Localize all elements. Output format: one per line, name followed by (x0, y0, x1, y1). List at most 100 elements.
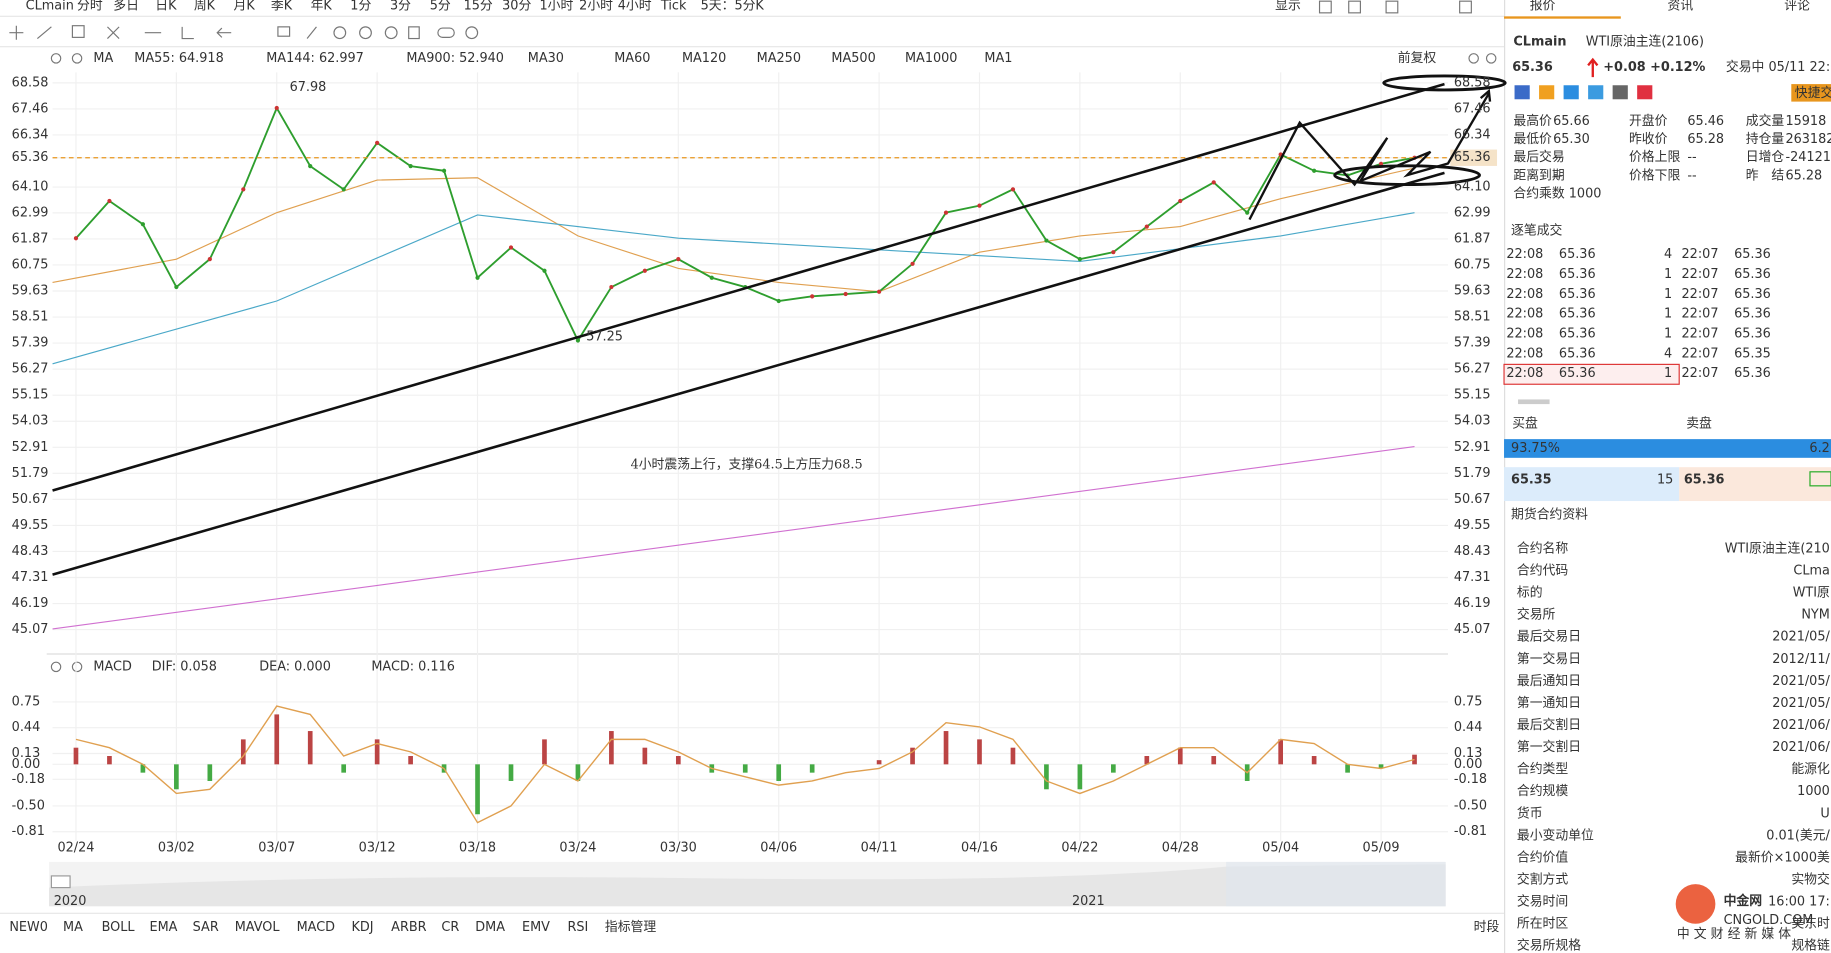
y-tick-label: 45.07 (1454, 622, 1491, 637)
period-tab[interactable]: 15分 (464, 0, 493, 13)
info-value: 最新价×1000美 (1735, 849, 1830, 865)
price-point (107, 198, 112, 204)
y-tick-label: 65.36 (12, 150, 49, 165)
y-tick-label: 55.15 (12, 388, 49, 403)
indicator-tab[interactable]: CR (441, 920, 459, 935)
indicator-faint: MA30 (528, 51, 564, 66)
period-tab[interactable]: 1小时 (539, 0, 573, 13)
trade-cell: 65.35 (1734, 346, 1771, 361)
trade-cell: 22:08 (1506, 366, 1543, 381)
y-tick-label: 56.27 (12, 362, 49, 377)
icon (107, 26, 120, 39)
icon (1348, 0, 1361, 14)
y-tick-label: 52.91 (1454, 440, 1491, 455)
panel-tab[interactable]: 资讯 (1668, 0, 1694, 13)
period-tab[interactable]: 多日 (113, 0, 139, 13)
flags (1514, 85, 1653, 100)
icon (9, 25, 24, 40)
macd-bar (1177, 747, 1183, 765)
macd-bar (274, 714, 280, 765)
y-tick-label: 57.39 (12, 336, 49, 351)
flag (1514, 85, 1530, 100)
period-tab[interactable]: 2小时 (579, 0, 613, 13)
period-tab[interactable]: 5天：5分K (701, 0, 765, 13)
indicator-value: MA144: 62.997 (266, 51, 364, 66)
timeline-label: 2020 (54, 894, 87, 909)
buy-ratio: 93.75% (1511, 441, 1560, 456)
macd-bar (374, 739, 380, 765)
bid-size: 15 (1657, 473, 1673, 488)
indicator-tab[interactable]: ARBR (391, 920, 426, 935)
y-tick-label: 52.91 (12, 440, 49, 455)
x-tick-label: 02/24 (57, 840, 94, 855)
trade-highlight (1503, 363, 1680, 385)
panel-tab[interactable]: 报价 (1530, 0, 1556, 13)
period-tab[interactable]: Tick (660, 0, 687, 13)
y-tick-label: -0.50 (1454, 798, 1487, 813)
period-tab[interactable]: 1分 (350, 0, 371, 13)
indicator-tab[interactable]: DMA (475, 920, 505, 935)
period-tab[interactable]: 分时 (77, 0, 103, 13)
info-label: 最后交割日 (1517, 717, 1581, 733)
high-label: 67.98 (290, 80, 327, 95)
icon (71, 25, 85, 38)
icon (1318, 0, 1332, 14)
info-label: 交易时间 (1517, 894, 1568, 910)
trade-cell: 22:07 (1682, 287, 1719, 302)
indicator-faint: MA1 (984, 51, 1012, 66)
period-tab[interactable]: 3分 (390, 0, 411, 13)
stat-label: 持仓量 (1746, 132, 1785, 147)
price-point (73, 236, 79, 241)
flag (1563, 85, 1579, 100)
period-tab[interactable]: 月K (234, 0, 256, 13)
y-tick-label: 0.00 (1454, 757, 1483, 772)
indicator-tab[interactable]: BOLL (102, 920, 136, 935)
ask-bg (1679, 467, 1831, 502)
y-tick-label: 47.31 (1454, 570, 1491, 585)
indicator-tab[interactable]: NEW0 (9, 920, 48, 935)
price-point (1178, 198, 1183, 204)
y-tick-label: 50.67 (12, 492, 49, 507)
info-value: NYM (1801, 608, 1829, 623)
info-label: 第一通知日 (1517, 696, 1581, 711)
y-tick-label: 0.75 (12, 694, 41, 709)
period-tab[interactable]: 年K (311, 0, 333, 13)
y-tick-label: 57.39 (1454, 336, 1491, 351)
indicator-tab[interactable]: MACD (297, 920, 336, 935)
period-tab[interactable]: 30分 (502, 0, 531, 13)
indicator-tab[interactable]: MAVOL (235, 920, 281, 935)
stat-value: 15918 (1785, 114, 1826, 129)
indicator-tab[interactable]: MA (63, 920, 83, 935)
quick-button[interactable] (1791, 84, 1831, 102)
indicator-value: DIF: 0.058 (152, 659, 217, 674)
icon (1468, 53, 1479, 64)
indicator-tab[interactable]: KDJ (351, 920, 373, 935)
display: 显示 (1275, 0, 1301, 13)
indicator-tab[interactable]: EMV (522, 920, 550, 935)
panel-tab[interactable]: 评论 (1784, 0, 1810, 13)
tab-underline (1504, 16, 1621, 19)
price-point (843, 291, 848, 297)
period-button[interactable]: 时段 (1474, 920, 1500, 935)
code: CLmain (1513, 35, 1566, 50)
price: 65.36 (1512, 60, 1553, 75)
indicator: MACD (93, 659, 132, 674)
indicator-tab[interactable]: SAR (193, 920, 219, 935)
icon (408, 26, 420, 40)
price-point (1010, 187, 1016, 192)
period-tab[interactable]: 周K (194, 0, 216, 13)
trade-cell: 65.36 (1559, 267, 1596, 282)
indicator-tab[interactable]: 指标管理 (605, 920, 656, 935)
period-tab[interactable]: 4小时 (618, 0, 652, 13)
period-tab[interactable]: 5分 (430, 0, 451, 13)
indicator-tab[interactable]: EMA (149, 920, 177, 935)
x-tick-label: 04/28 (1162, 840, 1199, 855)
icon (359, 26, 372, 40)
trade-cell: 22:08 (1506, 327, 1543, 342)
info-label: 最后交易日 (1517, 629, 1581, 645)
stat-value: -- (1687, 150, 1696, 165)
stat-value: 65.28 (1687, 132, 1724, 147)
period-tab[interactable]: 日K (155, 0, 177, 13)
indicator-tab[interactable]: RSI (568, 920, 589, 935)
period-tab[interactable]: 季K (271, 0, 293, 13)
